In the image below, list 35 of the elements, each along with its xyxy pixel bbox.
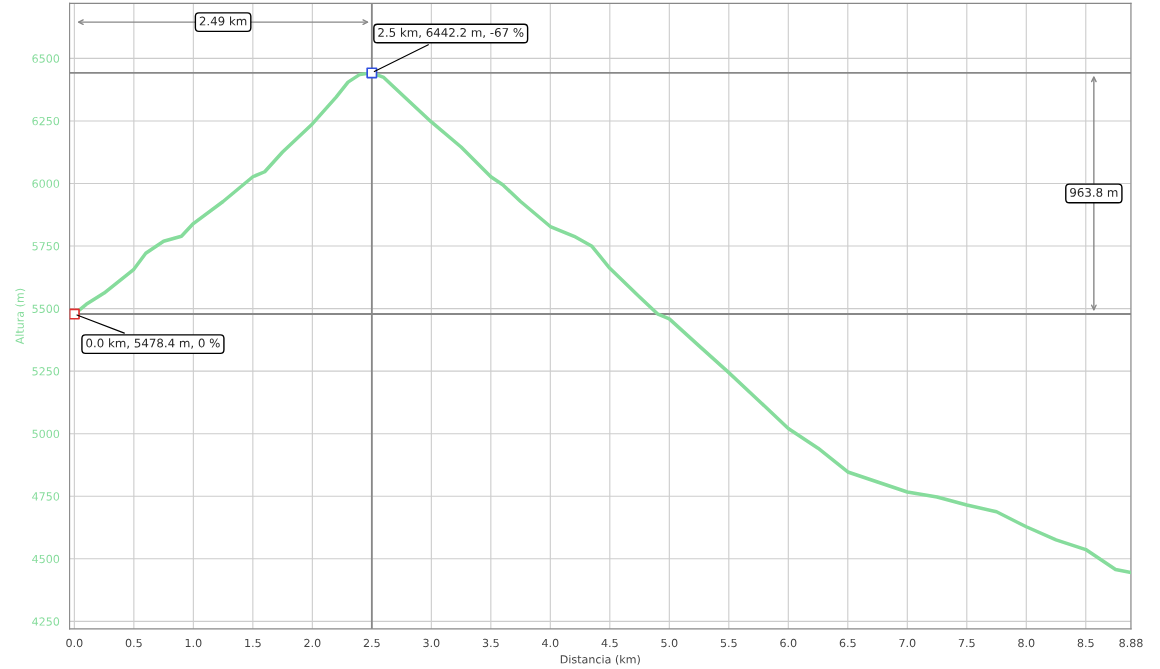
- x-tick-label: 2.5: [363, 638, 380, 648]
- x-tick-label: 4.0: [542, 638, 559, 648]
- x-tick-label: 3.0: [423, 638, 440, 648]
- x-tick-label: 5.0: [661, 638, 678, 648]
- x-tick-label: 6.5: [839, 638, 856, 648]
- y-tick-label: 5750: [32, 242, 60, 251]
- y-tick-label: 6500: [32, 54, 60, 63]
- annotation: 963.8 m: [1070, 187, 1118, 197]
- y-tick-label: 5500: [32, 304, 60, 313]
- y-tick-label: 4250: [32, 617, 60, 626]
- x-tick-label: 1.5: [245, 638, 261, 648]
- x-tick-label: 2.0: [304, 638, 321, 648]
- y-tick-label: 4500: [32, 554, 60, 564]
- x-tick-label: 8.0: [1018, 638, 1035, 648]
- annotation: 2.49 km: [199, 16, 247, 26]
- y-tick-label: 6000: [32, 179, 60, 188]
- x-tick-label: 8.5: [1077, 638, 1094, 648]
- x-tick-label: 0.0: [66, 638, 83, 648]
- x-tick-label: 0.5: [125, 638, 142, 648]
- y-tick-label: 6250: [32, 116, 60, 126]
- x-tick-label: 4.5: [601, 638, 618, 648]
- x-tick-label: 3.5: [482, 638, 499, 648]
- x-tick-label: 7.5: [958, 638, 975, 648]
- x-axis-title: Distancia (km): [560, 654, 640, 665]
- x-tick-label: 1.0: [185, 638, 202, 648]
- y-axis-title: Altura (m): [15, 288, 26, 345]
- y-tick-label: 4750: [32, 492, 60, 501]
- x-tick-label: 6.0: [780, 638, 797, 648]
- x-tick-label: 7.0: [899, 638, 916, 648]
- x-tick-label: 5.5: [720, 638, 737, 648]
- y-tick-label: 5250: [32, 367, 60, 376]
- annotation: 0.0 km, 5478.4 m, 0 %: [86, 338, 220, 349]
- annotation: 2.5 km, 6442.2 m, -67 %: [378, 27, 524, 39]
- x-tick-label: 8.88: [1119, 638, 1143, 648]
- y-tick-label: 5000: [32, 429, 60, 439]
